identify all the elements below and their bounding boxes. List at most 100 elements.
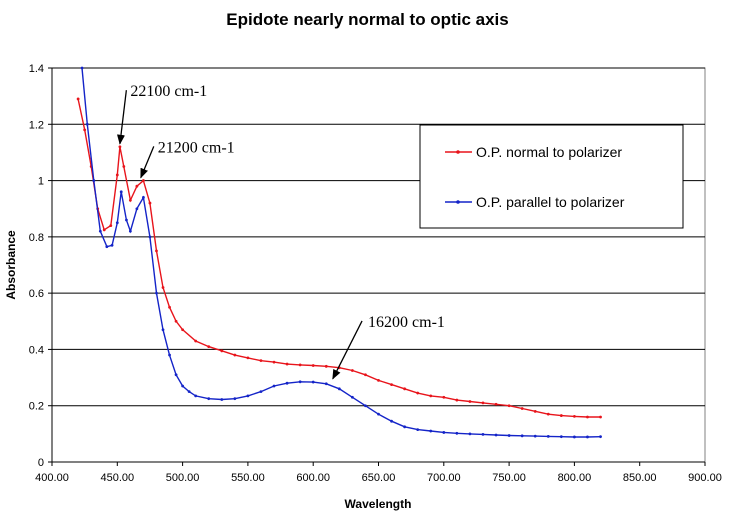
data-point: [350, 369, 354, 372]
data-point: [118, 145, 122, 149]
data-point: [311, 364, 315, 367]
annotation-arrow-2: [332, 320, 363, 380]
data-point: [377, 412, 380, 416]
data-point: [599, 435, 602, 439]
data-point: [92, 179, 96, 182]
y-tick-label: 0.6: [29, 288, 44, 300]
data-point: [520, 434, 524, 438]
data-point: [125, 218, 128, 222]
data-point: [481, 433, 485, 436]
x-tick-label: 800.00: [558, 472, 592, 484]
data-point: [233, 397, 237, 401]
data-point: [135, 207, 139, 211]
legend-box: [419, 124, 684, 229]
data-point: [272, 384, 276, 388]
data-point: [337, 387, 341, 391]
data-point: [364, 404, 367, 408]
legend-label-1: O.P. parallel to polarizer: [476, 194, 625, 210]
data-point: [455, 398, 459, 402]
chart-title: Epidote nearly normal to optic axis: [226, 10, 509, 29]
data-point: [285, 362, 289, 366]
data-point: [233, 353, 237, 357]
data-point: [507, 434, 511, 437]
data-point: [168, 353, 171, 357]
data-point: [119, 190, 123, 194]
data-point: [207, 345, 211, 349]
data-point: [98, 229, 102, 233]
data-point: [83, 128, 87, 132]
data-point: [298, 380, 302, 384]
data-point: [194, 339, 198, 343]
data-point: [259, 359, 263, 363]
data-point: [194, 394, 198, 398]
data-point: [324, 364, 328, 368]
data-point: [416, 391, 420, 395]
grid-layer: [51, 67, 706, 463]
legend-marker-0: [456, 150, 460, 154]
annotation-layer: 22100 cm-1 21200 cm-1 16200 cm-1: [117, 83, 445, 380]
data-point: [377, 378, 380, 382]
x-tick-label: 500.00: [166, 472, 200, 484]
x-axis-title: Wavelength: [345, 497, 412, 511]
y-tick-label: 1.4: [29, 63, 44, 75]
data-point: [76, 97, 80, 101]
data-point: [403, 387, 407, 391]
data-point: [520, 407, 524, 410]
data-point: [390, 419, 393, 423]
data-point: [468, 400, 472, 403]
data-point: [455, 431, 459, 435]
data-point: [142, 196, 145, 199]
annotation-arrow-0: [117, 90, 128, 145]
annotation-label-0: 22100 cm-1: [130, 83, 207, 100]
y-tick-label: 0.8: [29, 232, 44, 244]
data-point: [85, 122, 89, 126]
data-point: [187, 390, 191, 394]
series-layer: [76, 66, 602, 439]
y-tick-label: 0.2: [29, 401, 44, 413]
annotation-arrow-1: [140, 146, 155, 179]
x-tick-label: 600.00: [296, 472, 330, 484]
data-point: [220, 398, 224, 401]
y-tick-label: 1: [38, 176, 44, 188]
x-tick-label: 750.00: [492, 472, 526, 484]
data-point: [110, 243, 114, 247]
data-point: [599, 415, 602, 419]
data-point: [442, 395, 446, 399]
data-point: [115, 173, 119, 177]
data-point: [148, 235, 152, 239]
data-point: [155, 249, 158, 253]
data-point: [429, 394, 433, 398]
data-point: [109, 224, 113, 228]
legend-label-0: O.P. normal to polarizer: [476, 144, 622, 160]
data-point: [507, 404, 511, 408]
data-point: [546, 434, 550, 438]
legend: O.P. normal to polarizer O.P. parallel to…: [419, 124, 684, 229]
x-tick-label: 400.00: [35, 472, 69, 484]
legend-marker-1: [456, 200, 460, 204]
data-point: [272, 360, 276, 364]
data-point: [429, 429, 433, 433]
data-point: [135, 184, 139, 188]
data-point: [174, 373, 178, 377]
data-point: [102, 228, 106, 232]
data-point: [155, 291, 158, 295]
data-point: [586, 435, 589, 439]
y-axis-title: Absorbance: [4, 230, 18, 300]
series-line-0: [77, 98, 601, 418]
data-point: [259, 390, 263, 394]
data-point: [546, 412, 550, 416]
data-point: [207, 397, 211, 401]
data-point: [481, 401, 485, 405]
data-point: [390, 383, 393, 387]
data-point: [148, 201, 152, 205]
data-point: [105, 245, 109, 249]
data-point: [246, 394, 250, 398]
data-point: [416, 428, 420, 432]
data-point: [324, 382, 328, 386]
annotation-label-2: 16200 cm-1: [368, 314, 445, 331]
data-point: [533, 434, 537, 438]
data-point: [128, 229, 132, 233]
x-tick-label: 550.00: [231, 472, 265, 484]
data-point: [311, 380, 315, 384]
